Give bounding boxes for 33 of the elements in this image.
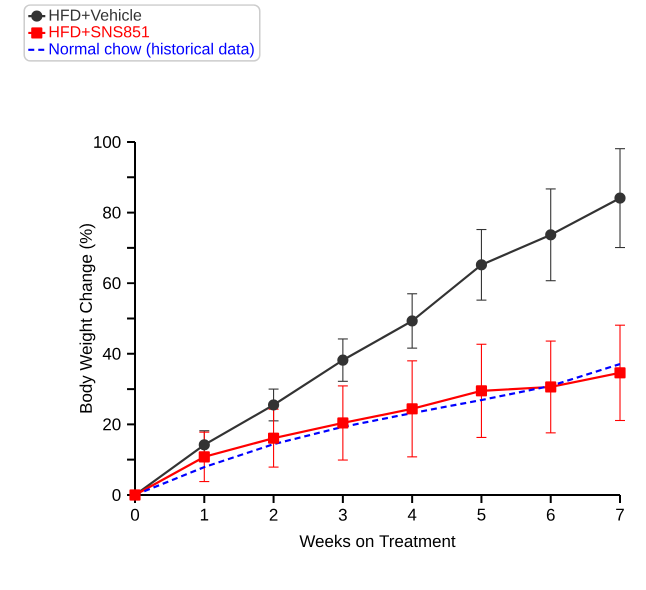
point [476, 259, 488, 270]
y-tick-label: 80 [103, 206, 121, 219]
y-tick-label: 20 [103, 418, 121, 430]
x-tick-label: 5 [477, 508, 486, 521]
y-tick-label: 60 [103, 277, 121, 290]
point [545, 381, 556, 393]
legend-label: Normal chow (historical data) [50, 42, 254, 58]
x-tick-label: 6 [546, 508, 555, 521]
x-tick-label: 7 [616, 508, 624, 520]
point [406, 403, 418, 414]
point [476, 385, 488, 396]
point [198, 451, 210, 462]
x-tick-label: 3 [338, 508, 347, 521]
y-tick-label: 40 [102, 348, 121, 360]
legend-label: HFD+Vehicle [50, 9, 142, 21]
point [614, 192, 626, 204]
y-tick-label: 100 [94, 136, 121, 148]
x-tick-label: 4 [408, 508, 416, 520]
x-tick-label: 0 [130, 508, 140, 521]
x-tick-label: 2 [270, 508, 278, 521]
point [337, 354, 348, 366]
legend-label: HFD+SNS851 [50, 26, 150, 38]
y-axis-title: Body Weight Change (%) [80, 224, 96, 412]
point [337, 417, 348, 429]
x-tick-label: 1 [200, 508, 208, 520]
x-axis-title: Weeks on Treatment [299, 534, 456, 548]
point [198, 439, 210, 450]
point [268, 399, 280, 411]
point [406, 315, 418, 327]
point [614, 367, 626, 378]
point [268, 432, 280, 444]
y-tick-label: 0 [112, 488, 121, 501]
point [545, 229, 556, 240]
